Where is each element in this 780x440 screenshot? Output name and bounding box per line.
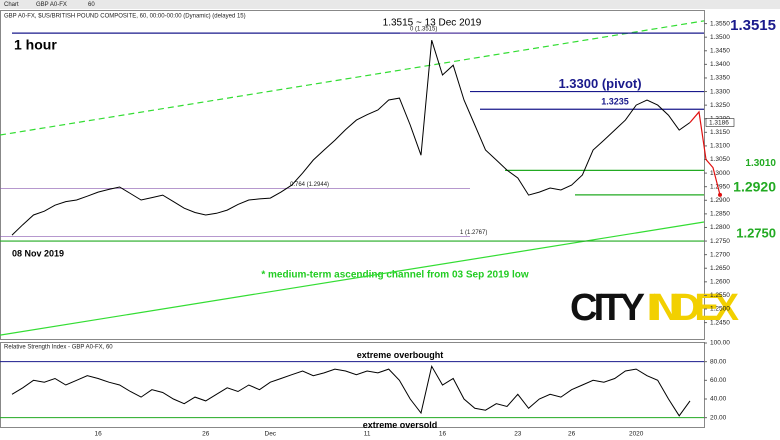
y-tick-label: 1.3150	[710, 129, 730, 136]
symbol[interactable]: GBP A0-FX	[36, 2, 67, 8]
rsi-panel	[0, 342, 705, 428]
y-tick-label: 1.3100	[710, 143, 730, 150]
channel-upper	[0, 20, 705, 136]
y-tick-label: 1.3450	[710, 47, 730, 54]
toolbar	[0, 0, 780, 9]
peak-label: 1.3515 ~ 13 Dec 2019	[383, 18, 482, 29]
projection-target	[718, 192, 722, 197]
x-tick-label: 11	[364, 431, 371, 438]
last-price-box	[705, 118, 735, 127]
rsi-level-label: extreme overbought	[357, 350, 444, 360]
rsi-level-label: extreme oversold	[363, 420, 438, 430]
y-tick-label: 1.2700	[710, 251, 730, 258]
channel-note: * medium-term ascending channel from 03 …	[261, 270, 529, 281]
y-tick-label: 1.2950	[710, 183, 730, 190]
y-tick-label: 1.2550	[710, 292, 730, 299]
series-line	[11, 364, 691, 417]
y-tick-label: 1.3000	[710, 170, 730, 177]
y-tick-label: 1.3400	[710, 61, 730, 68]
brand-1: CITY	[570, 287, 645, 329]
last-price: 1.3186	[709, 119, 729, 126]
fib-label: 1 (1.2767)	[460, 230, 487, 236]
start-label: 08 Nov 2019	[12, 248, 64, 258]
y-tick-label: 1.3050	[710, 156, 730, 163]
y-tick-label: 1.2800	[710, 224, 730, 231]
timeframe: 1 hour	[14, 37, 57, 53]
level-label: 1.3010	[745, 158, 776, 169]
level-label: 1.3235	[601, 97, 629, 107]
y-tick-label: 1.3550	[710, 20, 730, 27]
series-line	[11, 40, 691, 236]
rsi-title: Relative Strength Index - GBP A0-FX, 60	[4, 345, 113, 351]
x-tick-label: 23	[514, 431, 522, 438]
y-tick-label: 80.00	[710, 358, 727, 365]
y-tick-label: 1.3500	[710, 34, 730, 41]
y-tick-label: 1.2850	[710, 211, 730, 218]
fib-label: 0.764 (1.2944)	[290, 182, 329, 188]
projection	[689, 110, 721, 195]
level-label: 1.3300 (pivot)	[558, 76, 641, 91]
x-tick-label: 26	[202, 431, 210, 438]
y-tick-label: 1.2750	[710, 238, 730, 245]
x-tick-label: 2020	[629, 431, 644, 438]
x-tick-label: Dec	[265, 431, 277, 438]
x-tick-label: 16	[94, 431, 102, 438]
y-tick-label: 20.00	[710, 414, 727, 421]
chart-title: GBP A0-FX, $US/BRITISH POUND COMPOSITE, …	[4, 14, 246, 20]
fib-label: 0 (1.3515)	[410, 27, 437, 33]
x-tick-label: 16	[439, 431, 447, 438]
main-panel	[0, 10, 705, 340]
interval[interactable]: 60	[88, 2, 95, 8]
y-tick-label: 1.3350	[710, 75, 730, 82]
y-tick-label: 40.00	[710, 396, 727, 403]
y-tick-label: 1.3250	[710, 102, 730, 109]
y-tick-label: 1.2600	[710, 279, 730, 286]
x-tick-label: 26	[568, 431, 576, 438]
level-label: 1.2920	[733, 179, 776, 195]
level-label: 1.3515	[730, 17, 776, 34]
y-tick-label: 100.00	[710, 340, 730, 347]
y-tick-label: 1.2650	[710, 265, 730, 272]
y-tick-label: 60.00	[710, 377, 727, 384]
tab: Chart	[4, 2, 19, 8]
y-tick-label: 1.2500	[710, 306, 730, 313]
y-tick-label: 1.2900	[710, 197, 730, 204]
y-tick-label: 1.3300	[710, 88, 730, 95]
brand-2: INDEX	[647, 287, 740, 329]
y-tick-label: 1.2450	[710, 319, 730, 326]
level-label: 1.2750	[736, 225, 776, 240]
